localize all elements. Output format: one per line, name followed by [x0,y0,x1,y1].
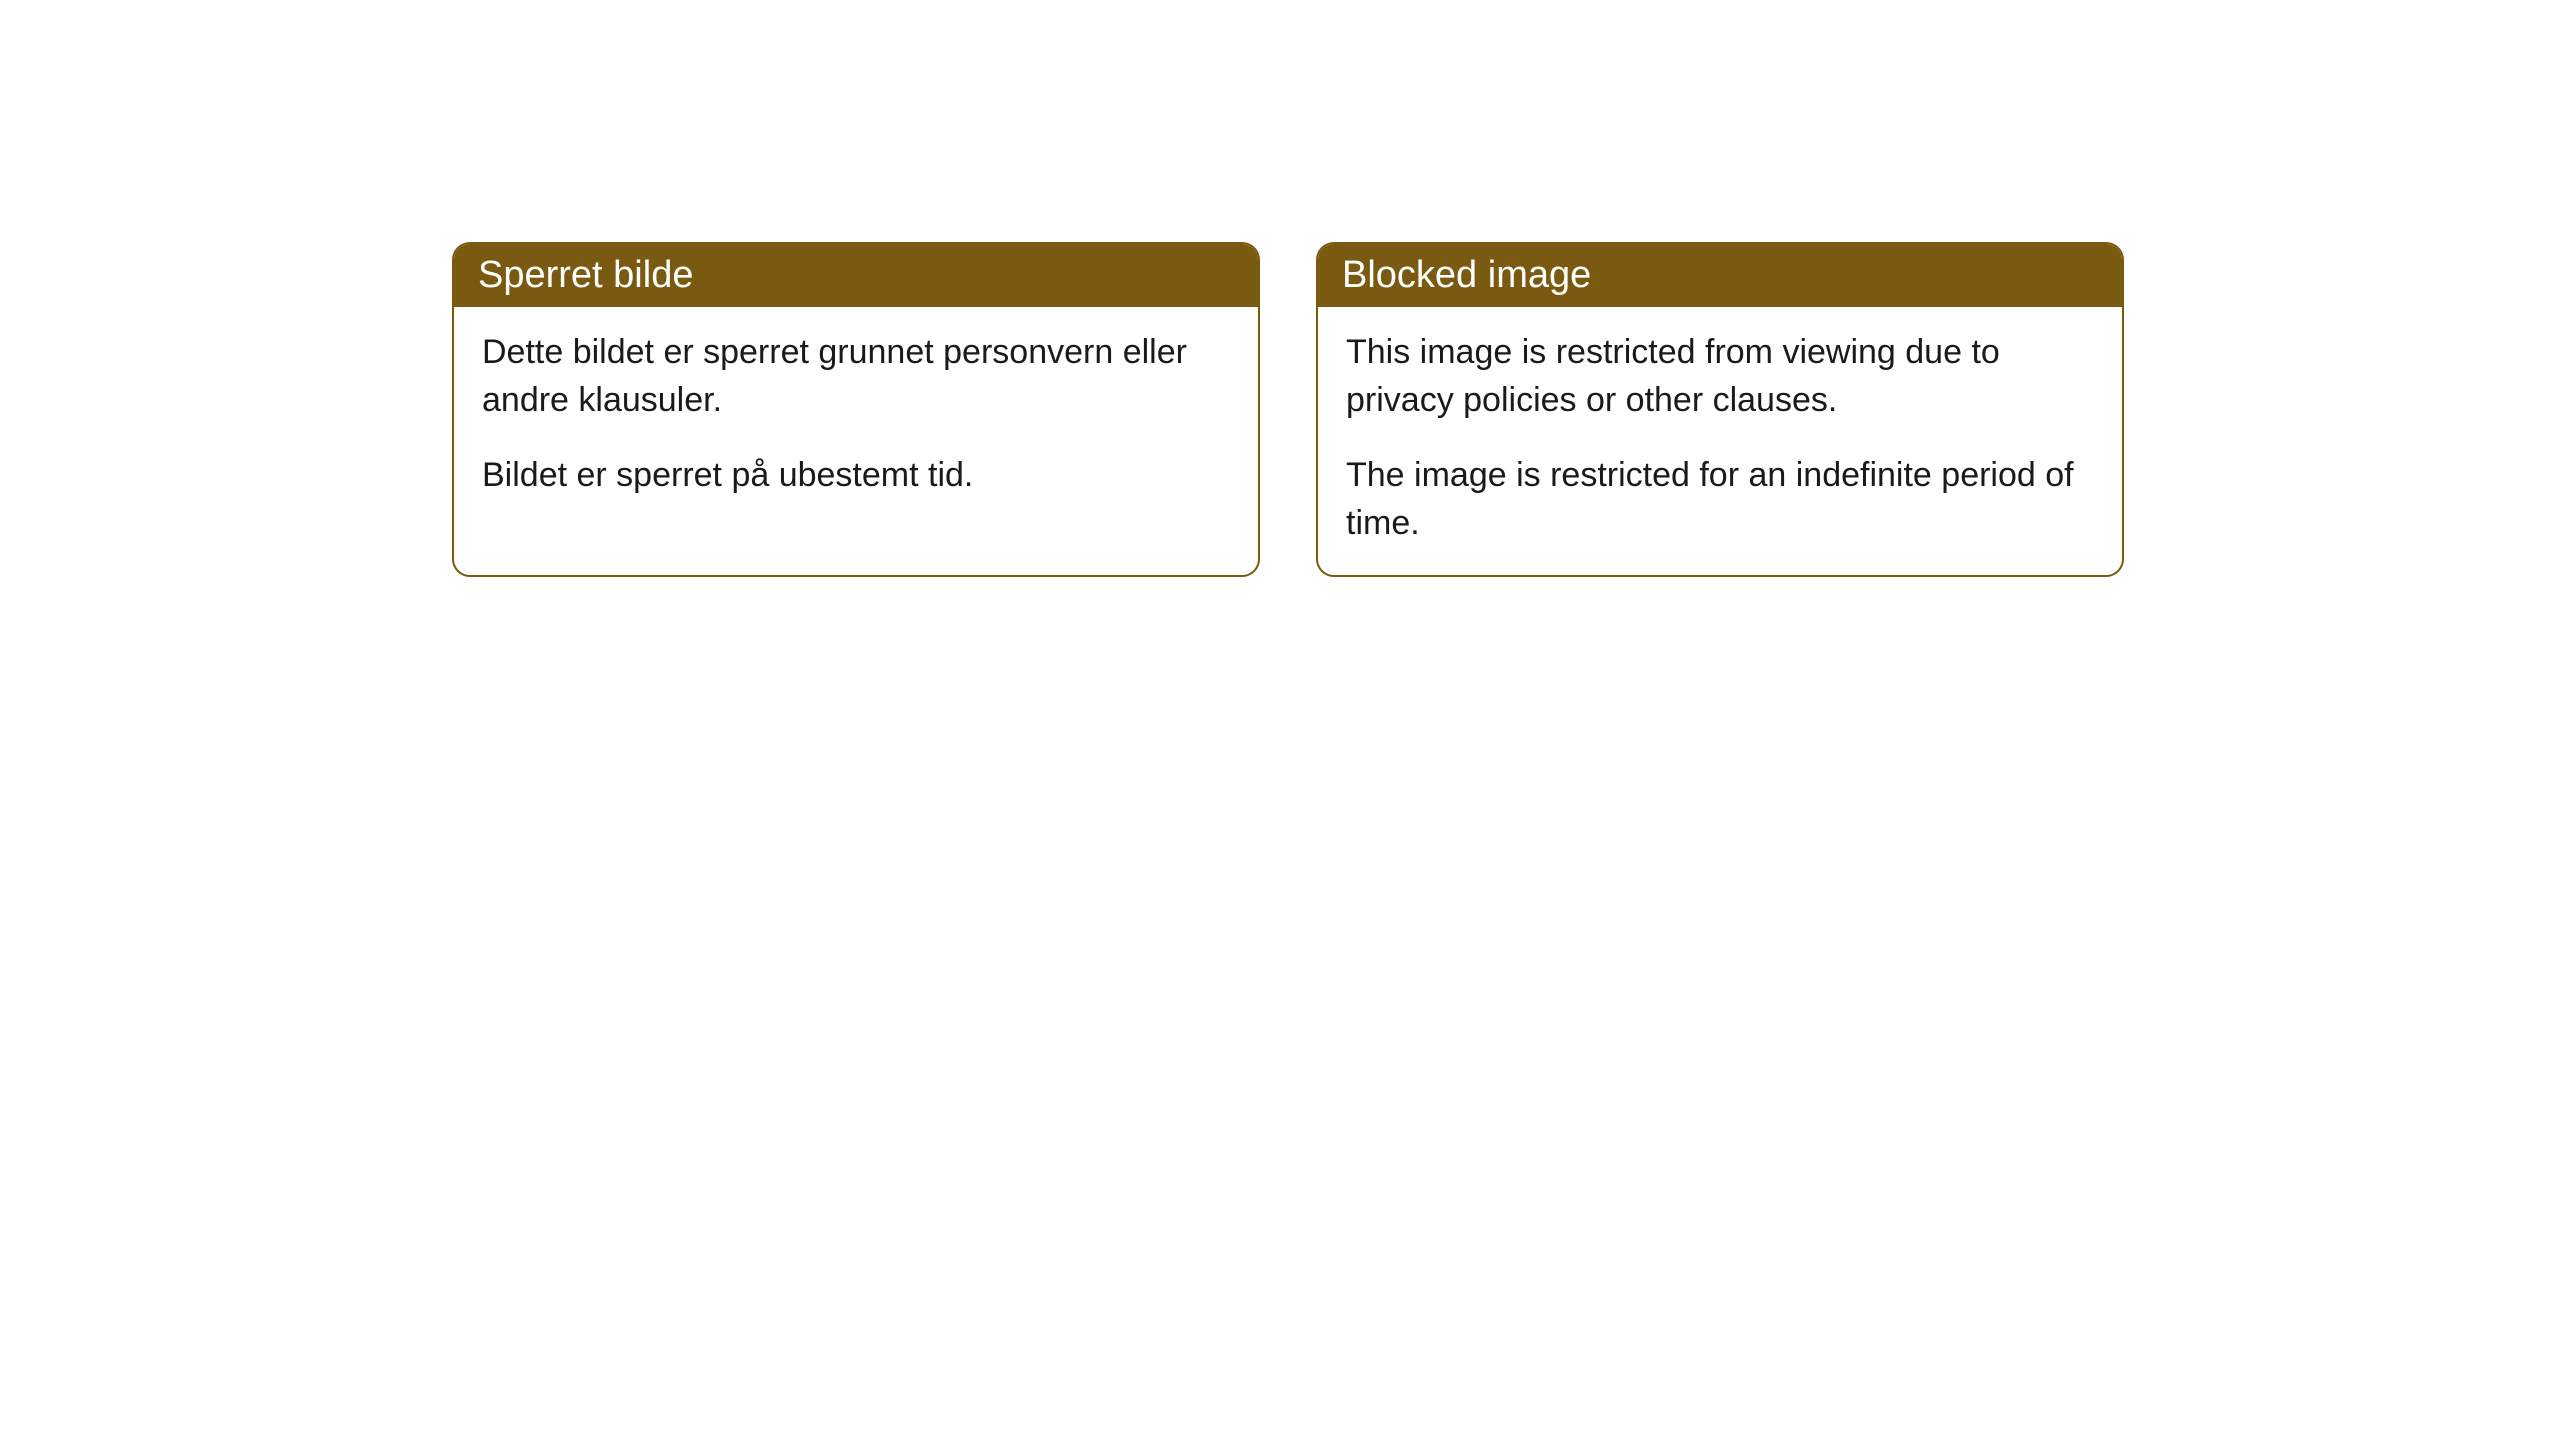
notice-paragraph-1-norwegian: Dette bildet er sperret grunnet personve… [482,329,1230,424]
notice-header-english: Blocked image [1318,244,2122,307]
notice-card-norwegian: Sperret bilde Dette bildet er sperret gr… [452,242,1260,577]
notice-title-english: Blocked image [1342,254,1591,296]
notice-body-english: This image is restricted from viewing du… [1318,307,2122,575]
notice-body-norwegian: Dette bildet er sperret grunnet personve… [454,307,1258,528]
notice-card-english: Blocked image This image is restricted f… [1316,242,2124,577]
notice-paragraph-2-english: The image is restricted for an indefinit… [1346,452,2094,547]
notice-paragraph-2-norwegian: Bildet er sperret på ubestemt tid. [482,452,1230,500]
notice-paragraph-1-english: This image is restricted from viewing du… [1346,329,2094,424]
notice-title-norwegian: Sperret bilde [478,254,693,296]
notice-container: Sperret bilde Dette bildet er sperret gr… [452,242,2124,577]
notice-header-norwegian: Sperret bilde [454,244,1258,307]
